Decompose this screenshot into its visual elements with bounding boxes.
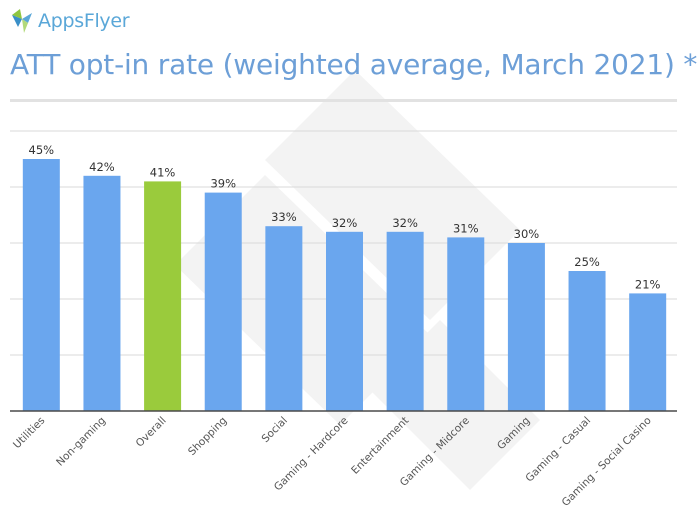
bar bbox=[204, 192, 242, 411]
chart-title: ATT opt-in rate (weighted average, March… bbox=[10, 48, 698, 81]
data-label: 45% bbox=[29, 143, 55, 157]
appsflyer-logo: AppsFlyer bbox=[8, 6, 130, 36]
category-label: Shopping bbox=[186, 415, 229, 458]
category-label: Gaming - Casual bbox=[523, 415, 593, 485]
category-label: Gaming - Midcore bbox=[398, 415, 472, 489]
data-label: 41% bbox=[150, 165, 176, 179]
data-label: 25% bbox=[574, 255, 600, 269]
bar bbox=[386, 231, 424, 411]
data-label: 31% bbox=[453, 221, 479, 235]
data-label: 30% bbox=[514, 227, 540, 241]
category-label: Social bbox=[259, 415, 290, 446]
bar bbox=[22, 159, 60, 411]
category-label: Non-gaming bbox=[54, 415, 108, 469]
bar bbox=[629, 293, 667, 411]
appsflyer-logo-icon bbox=[12, 9, 32, 33]
data-label: 42% bbox=[89, 160, 115, 174]
category-label: Entertainment bbox=[349, 415, 411, 477]
bar bbox=[83, 175, 121, 411]
category-label: Utilities bbox=[11, 415, 47, 451]
category-label: Gaming bbox=[495, 415, 533, 453]
bar bbox=[447, 237, 485, 411]
category-label: Overall bbox=[134, 415, 169, 450]
header-divider bbox=[10, 99, 677, 102]
bar bbox=[507, 243, 545, 411]
data-label: 32% bbox=[332, 216, 358, 230]
bar bbox=[568, 271, 606, 411]
logo-wordmark: AppsFlyer bbox=[38, 10, 130, 32]
bar bbox=[144, 181, 182, 411]
bar bbox=[326, 231, 363, 411]
data-label: 32% bbox=[392, 216, 418, 230]
bar bbox=[265, 226, 303, 411]
data-label: 39% bbox=[210, 177, 236, 191]
data-label: 21% bbox=[635, 277, 661, 291]
data-label: 33% bbox=[271, 210, 297, 224]
